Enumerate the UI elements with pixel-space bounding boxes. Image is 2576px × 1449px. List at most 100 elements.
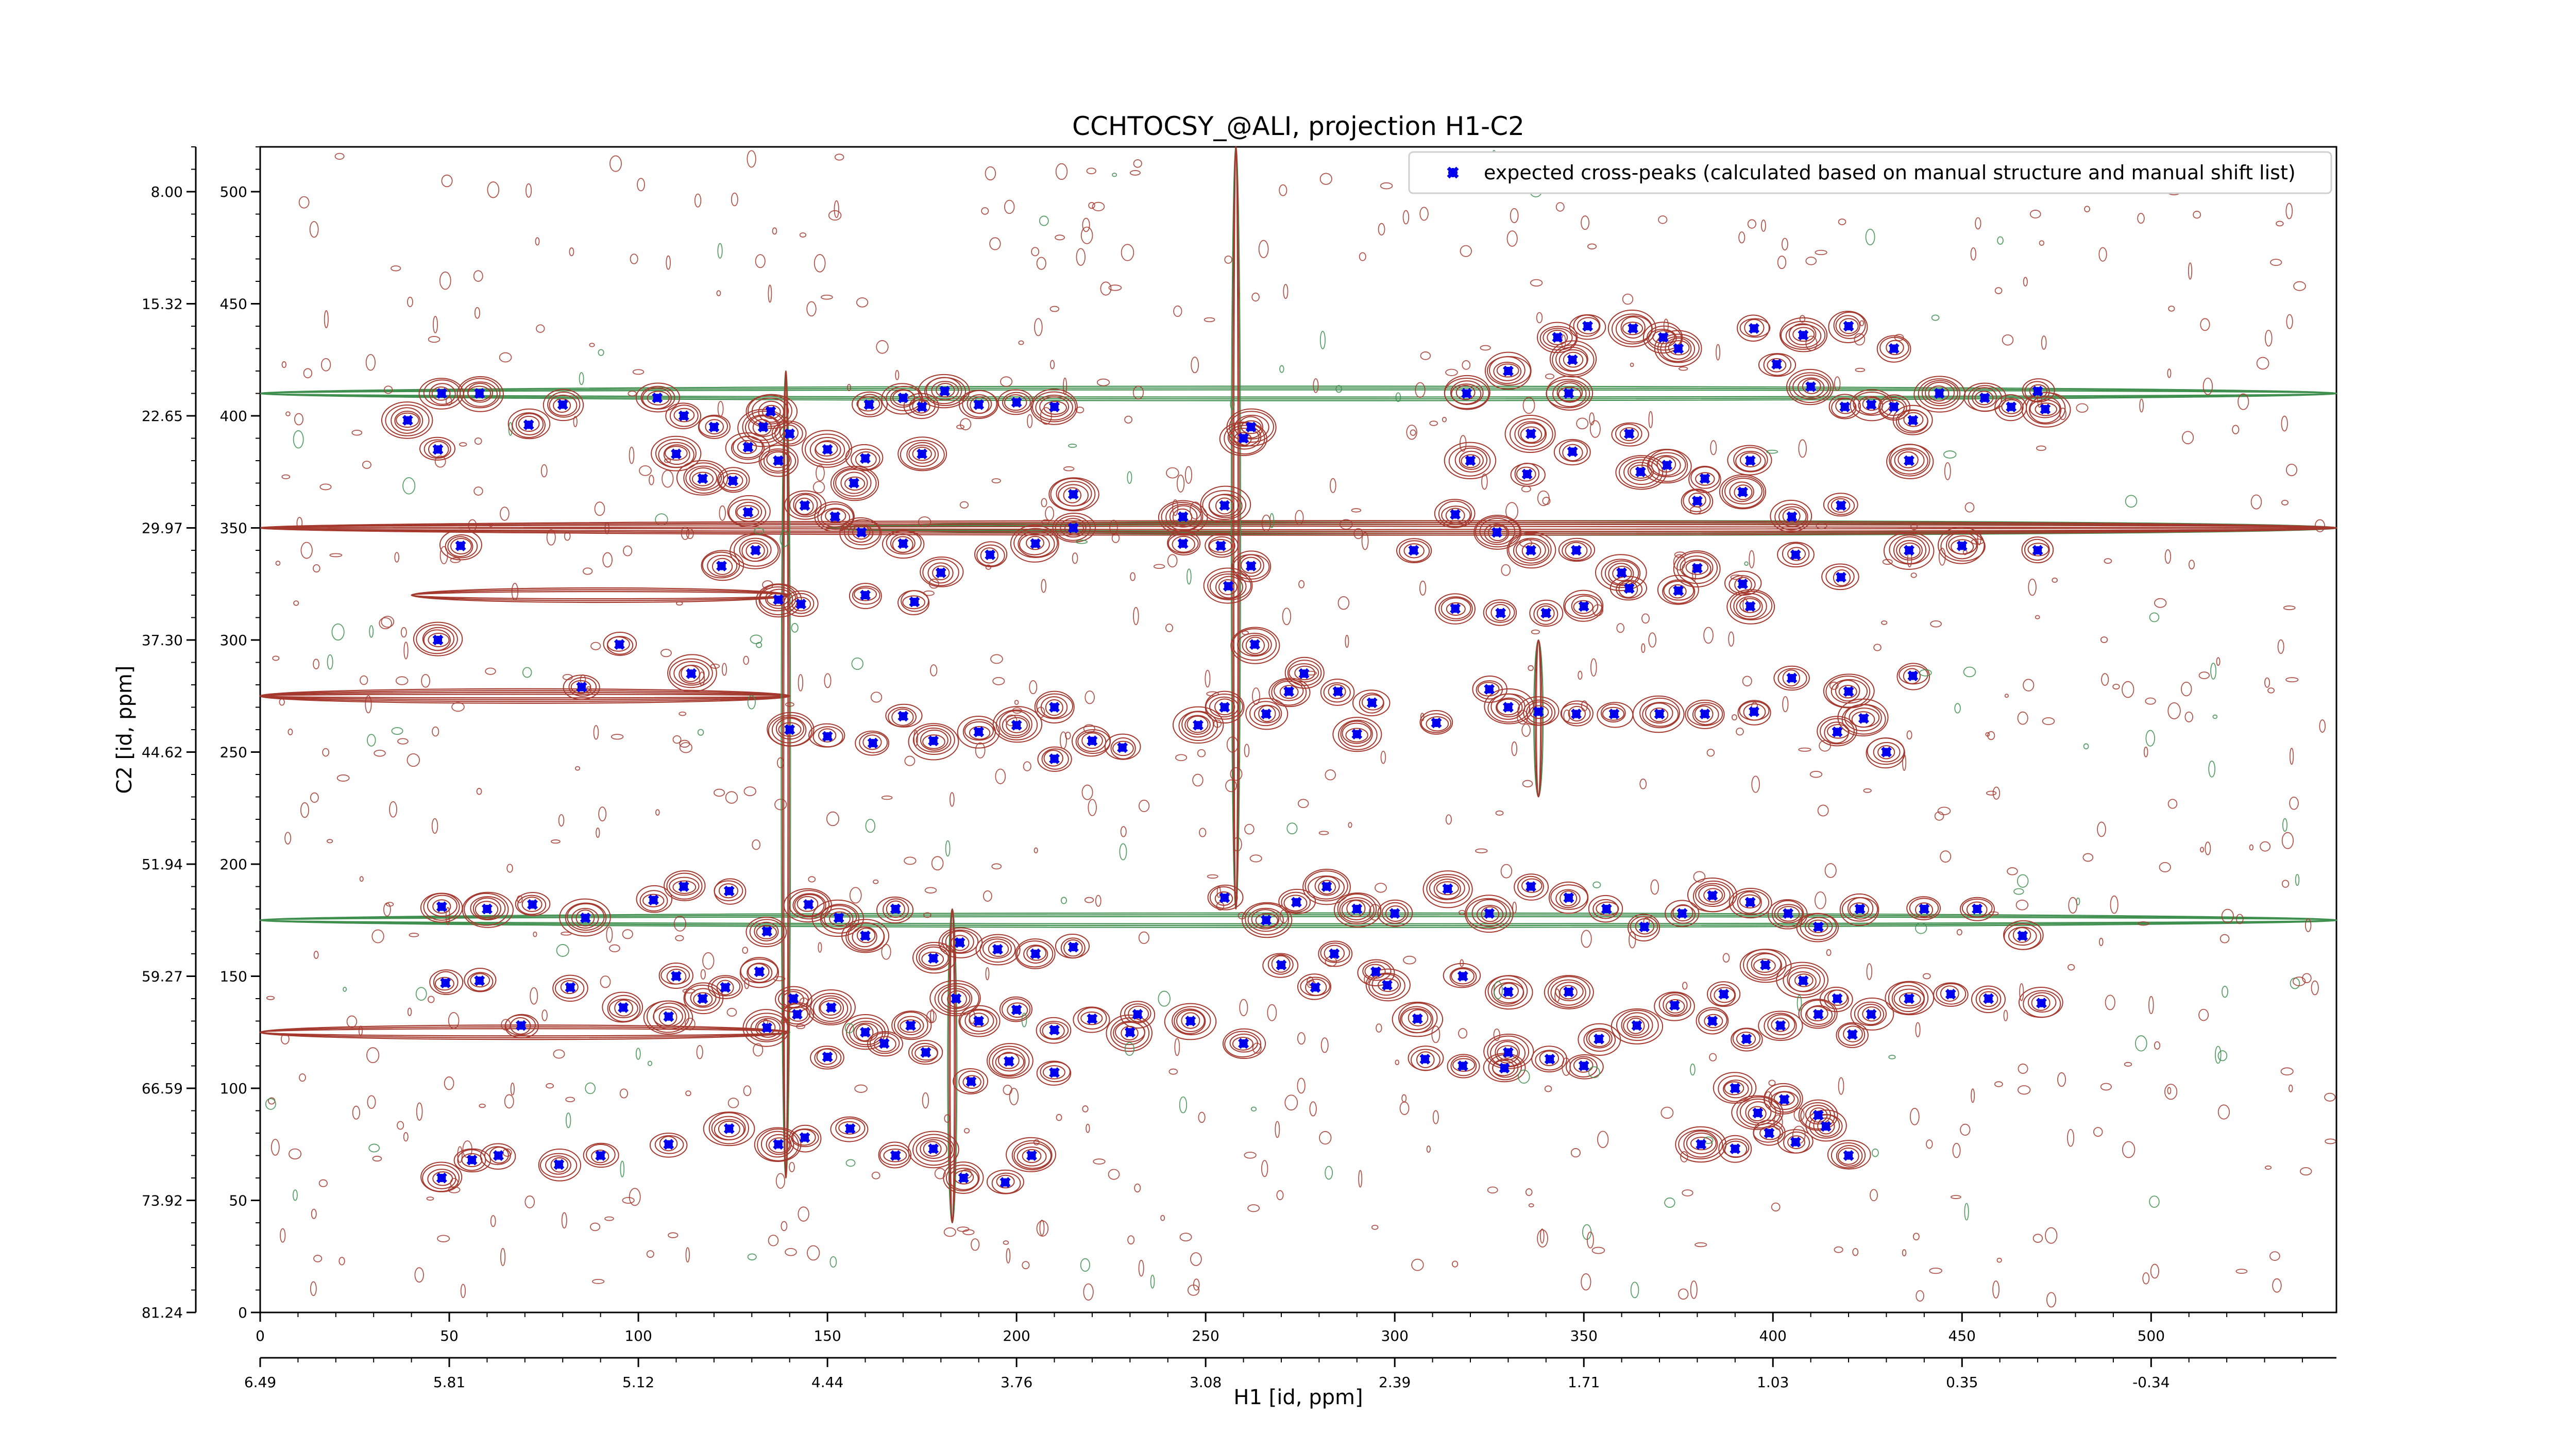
cross-peak-point bbox=[999, 1177, 1011, 1188]
cross-peak-point bbox=[648, 895, 659, 906]
cross-peak-point bbox=[1366, 697, 1378, 709]
cross-peak-point bbox=[1283, 686, 1295, 697]
cross-peak-point bbox=[890, 1150, 901, 1161]
cross-peak-point bbox=[1820, 1121, 1832, 1132]
cross-peak-point bbox=[466, 1154, 478, 1166]
cross-peak-point bbox=[1491, 527, 1502, 538]
cross-peak-point bbox=[1812, 1109, 1824, 1121]
cross-peak-point bbox=[1608, 709, 1620, 720]
cross-peak-point bbox=[652, 392, 663, 403]
cross-peak-point bbox=[1291, 897, 1302, 908]
cross-peak-point bbox=[773, 1139, 784, 1150]
y-index-tick-label: 0 bbox=[238, 1304, 247, 1321]
x-ppm-tick-label: 0.35 bbox=[1946, 1374, 1978, 1391]
cross-peak-point bbox=[1011, 397, 1022, 408]
cross-peak-point bbox=[580, 912, 591, 923]
cross-peak-point bbox=[1026, 1150, 1037, 1161]
cross-peak-point bbox=[1654, 709, 1665, 720]
cross-peak-point bbox=[1245, 422, 1257, 433]
cross-peak-point bbox=[1192, 719, 1204, 731]
x-index-tick-label: 200 bbox=[1003, 1327, 1030, 1344]
cross-peak-point bbox=[1676, 908, 1688, 919]
cross-peak-point bbox=[1945, 988, 1956, 1000]
cross-peak-point bbox=[1117, 742, 1128, 753]
cross-peak-point bbox=[1067, 523, 1079, 533]
x-ppm-tick-label: 6.49 bbox=[244, 1374, 276, 1391]
cross-peak-point bbox=[1215, 540, 1226, 551]
cross-peak-point bbox=[788, 993, 799, 1004]
cross-peak-point bbox=[1261, 915, 1272, 926]
y-axis-label: C2 [id, ppm] bbox=[113, 666, 137, 794]
cross-peak-point bbox=[1525, 881, 1536, 892]
cross-peak-point bbox=[1310, 982, 1321, 993]
cross-peak-point bbox=[1778, 1094, 1790, 1105]
cross-peak-point bbox=[1904, 993, 1914, 1004]
cross-peak-point bbox=[1972, 903, 1983, 915]
cross-peak-point bbox=[1049, 401, 1060, 413]
positive-contours bbox=[259, 146, 2337, 1308]
cross-peak-point bbox=[663, 1011, 674, 1022]
legend-marker bbox=[1447, 166, 1459, 179]
cross-peak-point bbox=[1718, 988, 1730, 1000]
cross-peak-point bbox=[1858, 713, 1869, 724]
cross-peak-point bbox=[1669, 1000, 1680, 1011]
cross-peak-point bbox=[765, 406, 776, 417]
cross-peak-point bbox=[1594, 1033, 1605, 1044]
y-index-tick-label: 500 bbox=[220, 183, 247, 200]
chart-title: CCHTOCSY_@ALI, projection H1-C2 bbox=[1072, 111, 1524, 141]
cross-peak-point bbox=[1623, 583, 1635, 594]
cross-peak-point bbox=[1567, 446, 1578, 458]
cross-peak-point bbox=[1635, 466, 1646, 478]
cross-peak-point bbox=[481, 903, 493, 915]
cross-peak-point bbox=[1764, 1127, 1775, 1139]
x-ppm-tick-label: 4.44 bbox=[811, 1374, 843, 1391]
cross-peak-point bbox=[565, 982, 576, 993]
cross-peak-point bbox=[1786, 511, 1798, 523]
cross-peak-point bbox=[1382, 980, 1393, 991]
cross-peak-point bbox=[2017, 930, 2028, 941]
cross-peak-point bbox=[1904, 455, 1914, 466]
cross-peak-point bbox=[750, 545, 761, 556]
cross-peak-point bbox=[856, 527, 867, 538]
cross-peak-point bbox=[697, 993, 708, 1004]
cross-peak-point bbox=[1533, 706, 1544, 717]
cross-peak-point bbox=[1866, 399, 1877, 410]
cross-peak-point bbox=[716, 560, 727, 571]
cross-peak-point bbox=[1351, 903, 1363, 915]
cross-peak-point bbox=[1567, 354, 1578, 365]
cross-peak-point bbox=[455, 540, 466, 551]
cross-peak-point bbox=[1790, 549, 1801, 561]
x-ppm-tick-label: 2.39 bbox=[1379, 1374, 1411, 1391]
cross-peak-point bbox=[784, 724, 795, 735]
y-index-tick-label: 250 bbox=[220, 744, 247, 761]
x-index-tick-label: 300 bbox=[1381, 1327, 1408, 1344]
cross-peak-point bbox=[474, 975, 485, 986]
cross-peak-point bbox=[436, 1172, 447, 1184]
cross-peak-point bbox=[1888, 401, 1900, 413]
cross-peak-point bbox=[1741, 1033, 1752, 1044]
cross-peak-point bbox=[1087, 1013, 1098, 1024]
cross-peak-point bbox=[523, 419, 534, 430]
y-ppm-tick-label: 44.62 bbox=[142, 744, 183, 761]
cross-peak-point bbox=[1499, 1063, 1510, 1074]
cross-peak-point bbox=[1030, 538, 1041, 549]
cross-peak-point bbox=[618, 1002, 629, 1013]
cross-peak-point bbox=[954, 937, 965, 948]
cross-peak-point bbox=[1798, 329, 1809, 341]
cross-peak-point bbox=[1457, 971, 1468, 982]
cross-peak-point bbox=[1219, 702, 1230, 713]
cross-peak-point bbox=[1521, 468, 1533, 480]
cross-peak-point bbox=[1730, 1083, 1741, 1094]
cross-peak-point bbox=[686, 668, 697, 679]
plot-area bbox=[259, 146, 2337, 1313]
cross-peak-point bbox=[1691, 495, 1703, 507]
cross-peak-point bbox=[1771, 359, 1783, 370]
cross-peak-point bbox=[1132, 1008, 1143, 1020]
cross-peak-point bbox=[1298, 668, 1310, 679]
cross-peak-point bbox=[2006, 401, 2017, 413]
cross-peak-point bbox=[1124, 1026, 1136, 1038]
cross-peak-point bbox=[791, 1008, 803, 1020]
y-index-tick-label: 150 bbox=[220, 968, 247, 985]
cross-peak-point bbox=[1790, 1136, 1801, 1148]
